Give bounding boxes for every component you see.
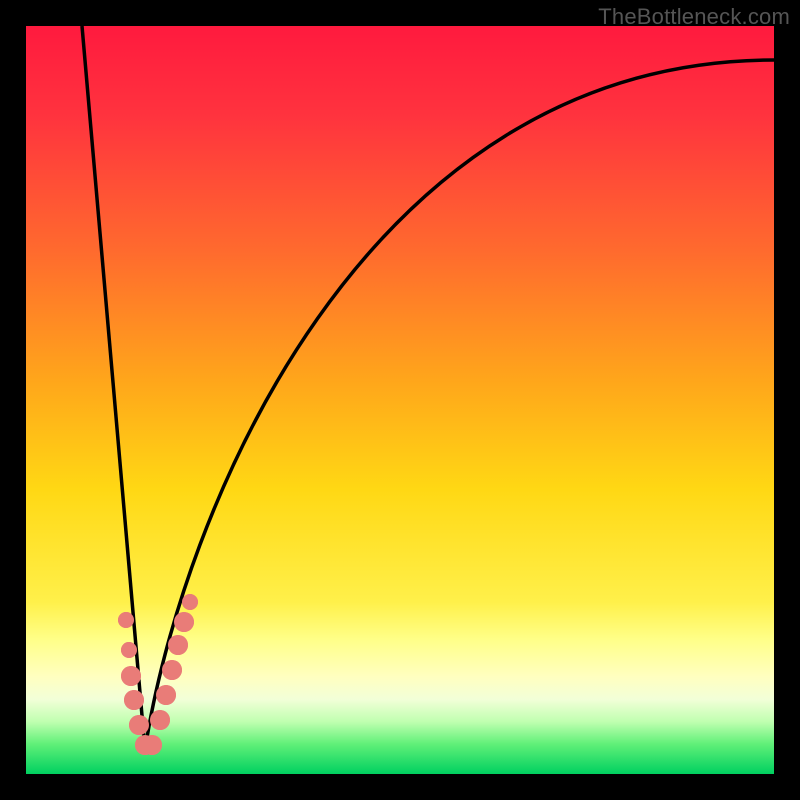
highlight-dot bbox=[124, 690, 144, 710]
highlight-dot bbox=[129, 715, 149, 735]
highlight-dot bbox=[156, 685, 176, 705]
highlight-dot bbox=[121, 666, 141, 686]
highlight-dot bbox=[168, 635, 188, 655]
highlight-dot bbox=[174, 612, 194, 632]
highlight-dot bbox=[162, 660, 182, 680]
highlight-dot bbox=[150, 710, 170, 730]
highlight-dot bbox=[182, 594, 198, 610]
highlight-dot bbox=[118, 612, 134, 628]
highlight-dot bbox=[121, 642, 137, 658]
watermark-text: TheBottleneck.com bbox=[598, 4, 790, 30]
chart-frame: TheBottleneck.com bbox=[0, 0, 800, 800]
bottleneck-chart bbox=[0, 0, 800, 800]
highlight-dot bbox=[142, 735, 162, 755]
